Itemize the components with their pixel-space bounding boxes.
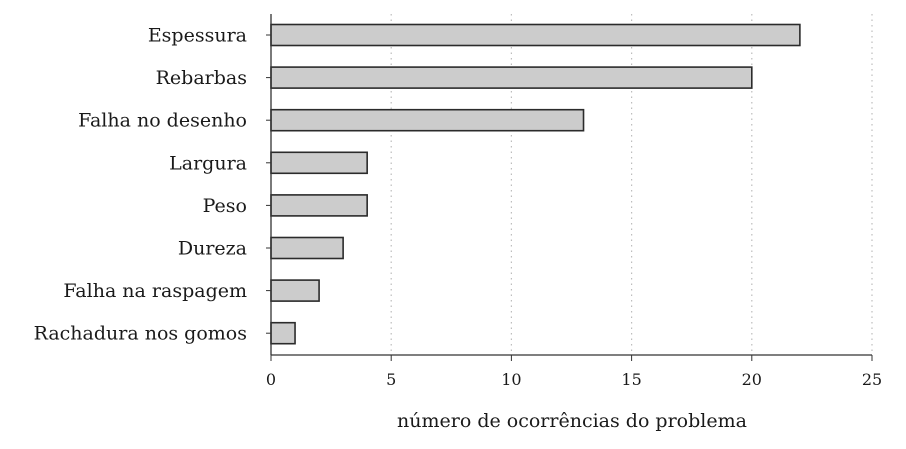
tick-labels: 0 5 10 15 20 25 bbox=[266, 370, 882, 389]
category-label: Largura bbox=[169, 152, 247, 174]
category-label: Rachadura nos gomos bbox=[34, 323, 247, 345]
bar bbox=[270, 23, 801, 47]
category-label: Espessura bbox=[148, 25, 247, 47]
bars bbox=[270, 23, 801, 345]
grid-lines bbox=[390, 14, 873, 355]
bar bbox=[270, 108, 585, 132]
x-tick-label: 10 bbox=[501, 370, 521, 389]
bar bbox=[270, 151, 368, 175]
category-label: Falha na raspagem bbox=[63, 280, 247, 302]
bar bbox=[270, 236, 344, 260]
category-label: Rebarbas bbox=[156, 67, 247, 89]
x-tick-label: 5 bbox=[386, 370, 396, 389]
x-tick-label: 0 bbox=[266, 370, 276, 389]
category-label: Falha no desenho bbox=[78, 110, 247, 132]
category-label: Peso bbox=[203, 195, 247, 217]
bar bbox=[270, 321, 296, 345]
bar bbox=[270, 66, 753, 89]
x-tick-label: 25 bbox=[862, 370, 882, 389]
bar bbox=[270, 194, 368, 217]
x-tick-label: 15 bbox=[621, 370, 641, 389]
bar bbox=[270, 279, 320, 302]
axes bbox=[266, 14, 873, 361]
category-labels: Espessura Rebarbas Falha no desenho Largura… bbox=[34, 25, 247, 345]
category-label: Dureza bbox=[178, 238, 247, 260]
x-axis-title: número de ocorrências do problema bbox=[397, 410, 747, 432]
x-tick-label: 20 bbox=[742, 370, 762, 389]
